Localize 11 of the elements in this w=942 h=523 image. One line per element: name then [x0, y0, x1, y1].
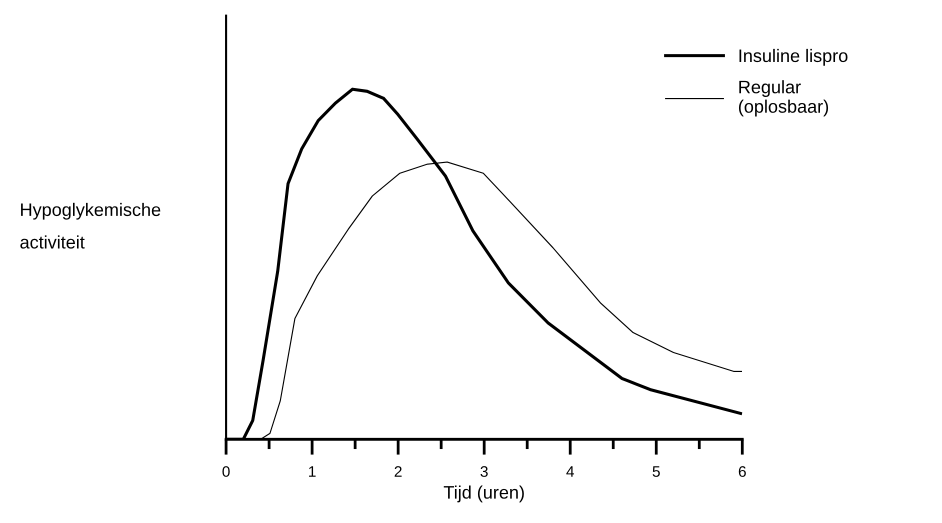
- x-tick-label: 1: [309, 466, 316, 477]
- x-tick-label: 4: [566, 466, 574, 477]
- x-tick-label: 5: [652, 466, 660, 477]
- x-tick-label: 3: [480, 466, 488, 477]
- x-axis-title: Tijd (uren): [444, 486, 524, 502]
- legend-label: Insuline lispro: [740, 48, 848, 66]
- x-tick-label: 6: [738, 466, 746, 477]
- y-axis-title: Hypoglykemische activiteit: [20, 202, 160, 249]
- x-tick-label: 0: [222, 466, 230, 477]
- legend-label: Regular (oplosbaar): [738, 80, 828, 116]
- x-tick-label: 2: [394, 466, 402, 477]
